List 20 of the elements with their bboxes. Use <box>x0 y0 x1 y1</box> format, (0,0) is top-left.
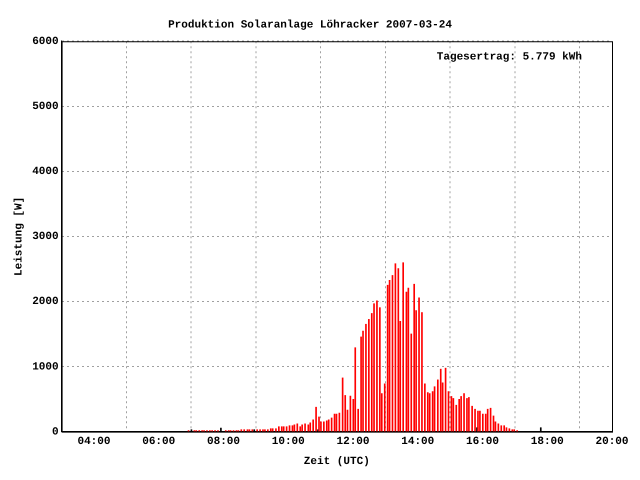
x-tick-label: 06:00 <box>142 436 176 448</box>
y-tick-label: 6000 <box>32 36 59 48</box>
y-tick-label: 5000 <box>32 101 59 114</box>
y-tick-label: 1000 <box>32 361 59 374</box>
y-tick-label: 3000 <box>32 231 59 244</box>
x-tick-label: 10:00 <box>272 436 305 448</box>
chart-title: Produktion Solaranlage Löhracker 2007-03-24 <box>168 19 452 32</box>
x-tick-label: 14:00 <box>401 436 434 448</box>
x-tick-label: 16:00 <box>466 436 500 448</box>
y-tick-label: 0 <box>52 426 59 438</box>
x-axis-title: Zeit (UTC) <box>304 456 370 468</box>
y-tick-label: 2000 <box>32 296 59 308</box>
annotation: Tagesertrag: 5.779 kWh <box>436 51 582 64</box>
y-axis-title: Leistung [W] <box>13 196 26 276</box>
x-tick-label: 12:00 <box>336 436 370 448</box>
x-tick-label: 08:00 <box>206 436 240 448</box>
x-tick-label: 18:00 <box>530 436 564 448</box>
y-tick-label: 4000 <box>32 166 59 178</box>
x-tick-label: 04:00 <box>77 436 110 448</box>
x-tick-label: 20:00 <box>595 436 629 448</box>
